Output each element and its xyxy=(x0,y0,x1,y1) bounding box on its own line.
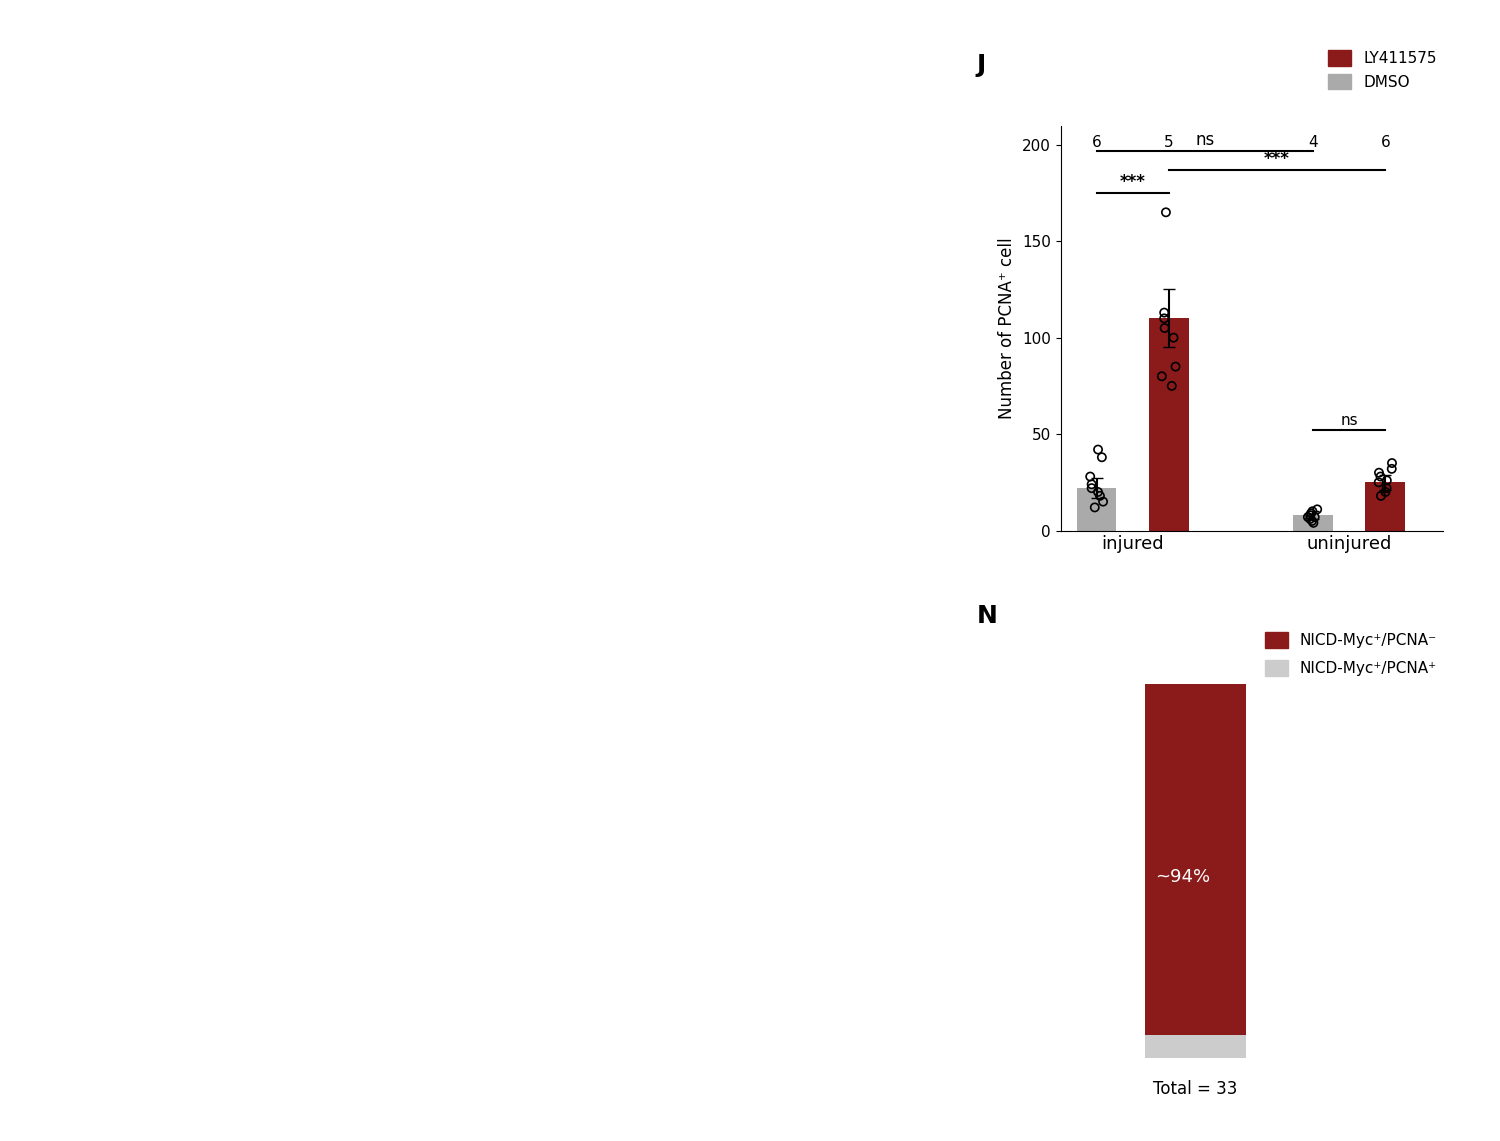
Point xyxy=(1302,513,1326,532)
Text: Total = 33: Total = 33 xyxy=(1154,1081,1238,1099)
Point xyxy=(1300,512,1324,531)
Point xyxy=(1368,468,1392,486)
Text: ***: *** xyxy=(1264,149,1290,168)
Point xyxy=(1299,504,1323,523)
Text: ns: ns xyxy=(1341,413,1358,428)
Point xyxy=(1376,471,1400,489)
Text: ***: *** xyxy=(1119,173,1146,191)
Legend: LY411575, DMSO: LY411575, DMSO xyxy=(1322,44,1443,96)
Bar xyxy=(1293,515,1334,531)
Text: 5: 5 xyxy=(1164,135,1173,151)
Y-axis label: Number of PCNA⁺ cell: Number of PCNA⁺ cell xyxy=(999,237,1017,419)
Legend: NICD-Myc⁺/PCNA⁻, NICD-Myc⁺/PCNA⁺: NICD-Myc⁺/PCNA⁻, NICD-Myc⁺/PCNA⁺ xyxy=(1258,625,1443,682)
Point xyxy=(1090,448,1114,467)
Point xyxy=(1296,508,1320,526)
Bar xyxy=(1144,1036,1246,1058)
Point xyxy=(1152,304,1176,322)
Point xyxy=(1380,460,1404,478)
Point xyxy=(1150,367,1174,386)
Point xyxy=(1370,487,1394,505)
Point xyxy=(1305,500,1329,518)
Point xyxy=(1086,440,1110,459)
Text: 4: 4 xyxy=(1308,135,1318,151)
Point xyxy=(1374,483,1398,501)
Point xyxy=(1366,463,1390,482)
Point xyxy=(1080,475,1104,493)
Point xyxy=(1366,474,1390,492)
Point xyxy=(1080,479,1104,497)
Point xyxy=(1088,487,1112,505)
Point xyxy=(1374,479,1398,497)
Point xyxy=(1083,499,1107,517)
Point xyxy=(1152,309,1176,327)
Point xyxy=(1298,505,1322,524)
Bar xyxy=(1365,483,1406,531)
Bar xyxy=(1077,488,1116,531)
Point xyxy=(1090,493,1114,511)
Text: N: N xyxy=(976,605,998,629)
Text: ns: ns xyxy=(1196,131,1215,148)
Point xyxy=(1300,502,1324,520)
Text: J: J xyxy=(976,52,986,76)
Point xyxy=(1164,357,1188,375)
Text: ~94%: ~94% xyxy=(1155,868,1210,887)
Point xyxy=(1302,508,1326,526)
Point xyxy=(1380,454,1404,472)
Point xyxy=(1160,377,1184,395)
Point xyxy=(1086,483,1110,501)
Point xyxy=(1161,329,1185,347)
Point xyxy=(1154,203,1178,221)
Text: 6: 6 xyxy=(1092,135,1101,151)
Bar xyxy=(1144,683,1246,1036)
Bar xyxy=(1149,318,1188,531)
Point xyxy=(1298,510,1322,528)
Text: 6: 6 xyxy=(1380,135,1390,151)
Point xyxy=(1152,318,1176,337)
Point xyxy=(1078,468,1102,486)
